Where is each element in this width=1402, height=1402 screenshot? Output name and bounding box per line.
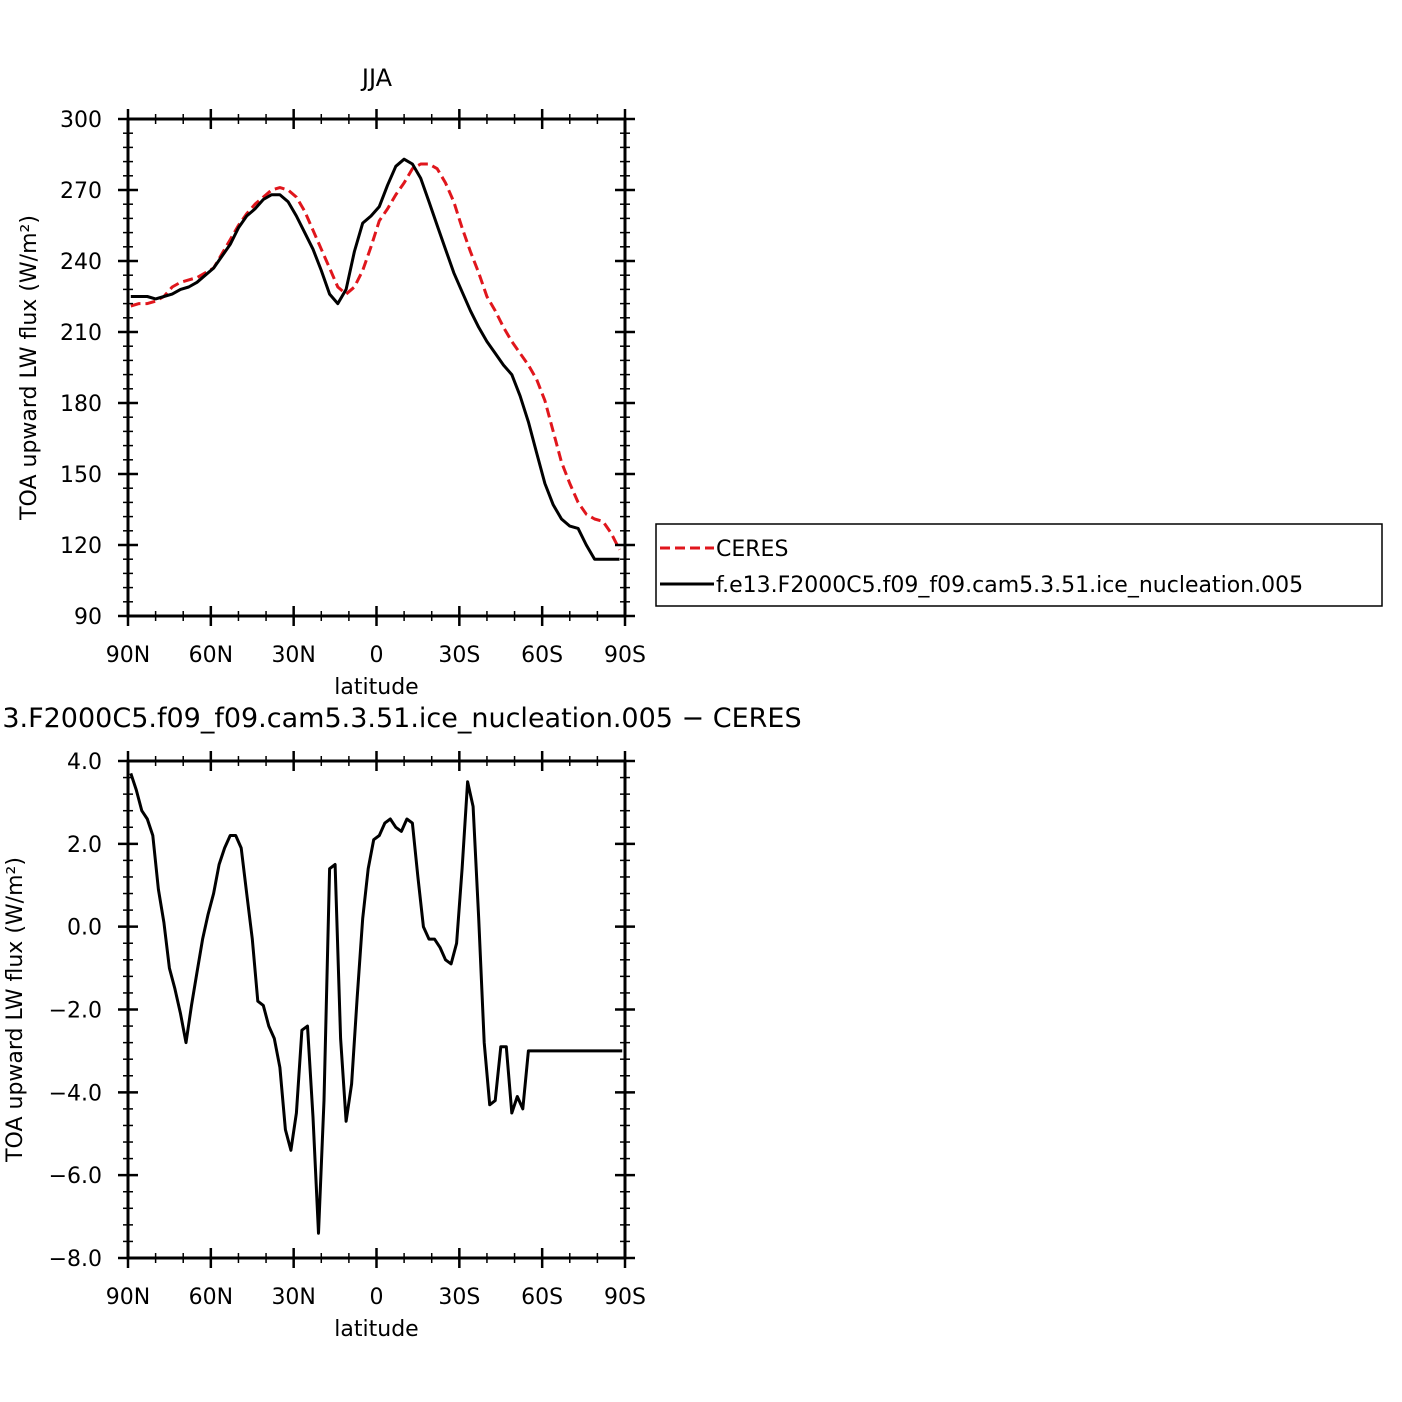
y-tick-label: 210 (60, 321, 102, 346)
y-tick-label: −6.0 (49, 1164, 102, 1189)
x-tick-label: 90S (604, 1285, 646, 1310)
legend-box (655, 523, 1383, 607)
y-tick-label: 150 (60, 463, 102, 488)
x-tick-label: 90N (106, 643, 150, 668)
legend: CERES f.e13.F2000C5.f09_f09.cam5.3.51.ic… (655, 523, 1383, 607)
x-tick-label: 90N (106, 1285, 150, 1310)
bottom-x-axis-label: latitude (334, 1317, 418, 1342)
x-tick-label: 30S (438, 643, 480, 668)
x-tick-label: 60S (521, 1285, 563, 1310)
y-tick-label: 240 (60, 250, 102, 275)
y-tick-label: 90 (74, 605, 102, 630)
top-series-lines (130, 157, 621, 561)
bottom-series-line-0 (129, 772, 623, 1235)
bottom-panel: f.e13.F2000C5.f09_f09.cam5.3.51.ice_nucl… (0, 703, 802, 1342)
top-series-line-0 (130, 162, 621, 551)
top-chart-title: JJA (360, 64, 393, 92)
x-tick-label: 60S (521, 643, 563, 668)
x-tick-label: 0 (370, 643, 384, 668)
y-tick-label: 4.0 (67, 750, 102, 775)
x-tick-label: 0 (370, 1285, 384, 1310)
y-tick-label: 0.0 (67, 916, 102, 941)
top-series-line-1 (130, 157, 620, 561)
legend-label-model: f.e13.F2000C5.f09_f09.cam5.3.51.ice_nucl… (716, 573, 1303, 598)
x-tick-label: 30N (271, 643, 315, 668)
y-tick-label: −2.0 (49, 999, 102, 1024)
y-tick-label: 180 (60, 392, 102, 417)
y-tick-label: −4.0 (49, 1081, 102, 1106)
y-tick-label: 300 (60, 108, 102, 133)
x-tick-label: 60N (189, 643, 233, 668)
x-tick-label: 30N (271, 1285, 315, 1310)
x-tick-label: 30S (438, 1285, 480, 1310)
top-x-axis-label: latitude (334, 675, 418, 700)
y-tick-label: 270 (60, 179, 102, 204)
bottom-plot-frame (126, 759, 627, 1260)
y-tick-label: 120 (60, 534, 102, 559)
y-tick-label: 2.0 (67, 833, 102, 858)
top-y-axis-label: TOA upward LW flux (W/m²) (17, 215, 42, 521)
y-tick-label: −8.0 (49, 1247, 102, 1272)
x-tick-label: 90S (604, 643, 646, 668)
bottom-chart-title: f.e13.F2000C5.f09_f09.cam5.3.51.ice_nucl… (0, 703, 802, 734)
top-panel: JJA 90 120 150 180 210 240 270 300 90N 60N 30N 0 30S… (17, 64, 646, 700)
legend-label-ceres: CERES (716, 537, 788, 562)
top-plot-frame (126, 117, 627, 618)
x-tick-label: 60N (189, 1285, 233, 1310)
bottom-series-lines (129, 772, 623, 1235)
bottom-y-axis-label: TOA upward LW flux (W/m²) (3, 857, 28, 1163)
